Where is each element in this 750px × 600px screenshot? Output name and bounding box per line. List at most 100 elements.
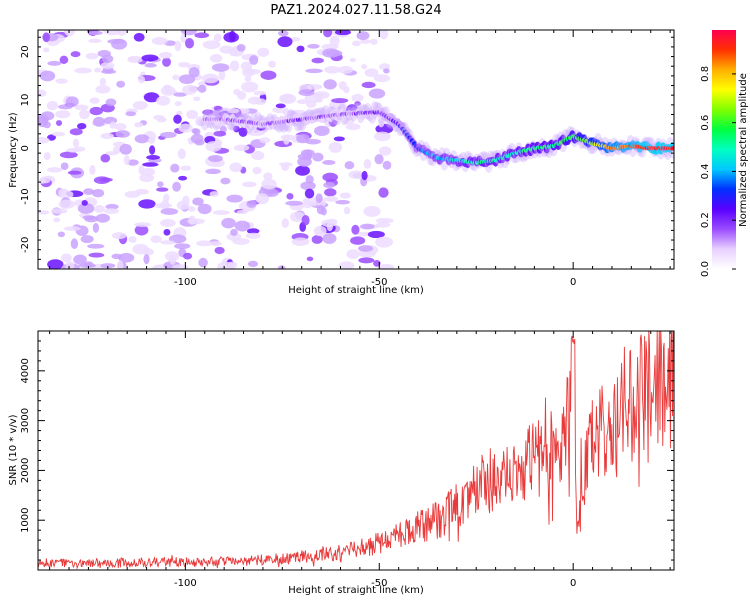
spectrogram-y-tick-label: -10 — [20, 188, 31, 204]
spectrogram-blob — [374, 154, 384, 165]
spectrogram-blob — [105, 203, 119, 210]
spectrogram-blob — [349, 57, 356, 63]
spectrogram-blob — [174, 101, 182, 107]
spectrogram-blob — [160, 240, 176, 245]
spectrogram-blob — [183, 252, 193, 260]
spectrogram-blob — [43, 47, 50, 53]
spectrogram-blob — [60, 253, 72, 263]
spectrogram-blob — [263, 172, 273, 181]
spectrogram-blob — [163, 193, 170, 203]
spectrogram-blob — [315, 193, 323, 204]
spectrogram-blob — [323, 79, 337, 90]
colorbar-tick-label: 0.4 — [700, 163, 711, 179]
spectrogram-blob — [247, 96, 262, 105]
spectrogram-blob — [296, 99, 309, 104]
spectrogram-blob — [313, 225, 327, 237]
spectrogram-blob — [382, 160, 392, 170]
spectrogram-blob — [242, 108, 250, 114]
spectrogram-blob — [143, 254, 150, 265]
spectrogram-y-tick-label: 10 — [20, 94, 31, 107]
spectrogram-blob — [221, 217, 236, 229]
spectrogram-blob — [89, 97, 100, 104]
spectrogram-blob — [232, 238, 250, 245]
spectrogram-blob — [285, 200, 304, 206]
spectrogram-blob — [373, 259, 381, 267]
spectrogram-blob — [251, 150, 265, 161]
spectrogram-blob — [357, 245, 374, 252]
spectrogram-blob — [360, 223, 375, 230]
spectrogram-blob — [379, 146, 392, 156]
spectrogram-blob — [300, 181, 316, 191]
spectrogram-blob — [313, 91, 330, 100]
snr-series-line — [38, 331, 674, 570]
spectrogram-blob — [150, 235, 162, 244]
spectrogram-blob — [92, 222, 100, 233]
spectrogram-blob — [70, 238, 79, 250]
spectrogram-blob — [105, 151, 119, 156]
spectrogram-blob — [277, 265, 286, 269]
spectrogram-blob — [279, 93, 294, 104]
spectrogram-blob — [205, 168, 221, 175]
spectrogram-blob — [312, 152, 324, 162]
snr-panel: -100 -50 0 1000 2000 3000 4000 Height of strai… — [8, 330, 675, 596]
spectrogram-blob — [87, 243, 105, 249]
spectrogram-blob — [116, 80, 126, 88]
spectrogram-blob — [283, 134, 290, 145]
spectrogram-blob — [95, 85, 111, 94]
spectrogram-blob — [298, 89, 315, 97]
spectrogram-blob — [149, 145, 156, 155]
spectrogram-blob — [47, 167, 63, 173]
spectrogram-xlabel: Height of straight line (km) — [288, 285, 424, 296]
spectrogram-blob — [132, 101, 148, 110]
spectrogram-blob — [278, 30, 289, 37]
spectrogram-blob — [100, 153, 111, 163]
spectrogram-blob — [65, 261, 75, 269]
spectrogram-y-tick-label: 0 — [20, 145, 31, 151]
snr-frame — [37, 330, 675, 571]
spectrogram-blob — [278, 162, 293, 167]
spectrogram-blob — [209, 191, 220, 197]
spectrogram-blob — [306, 84, 323, 90]
spectrogram-blob — [47, 60, 62, 66]
spectrogram-blob — [137, 75, 146, 84]
snr-y-tick-label: 2000 — [20, 458, 31, 483]
spectrogram-blob — [323, 182, 336, 189]
spectrogram-blob — [178, 61, 191, 68]
spectrogram-blob — [363, 159, 372, 170]
spectrogram-blob — [307, 43, 320, 49]
spectrogram-blob — [64, 30, 76, 37]
spectrogram-blob — [42, 32, 50, 43]
spectrogram-blob — [151, 37, 168, 46]
spectrogram-blob — [101, 54, 114, 64]
spectrogram-blob — [339, 192, 351, 199]
spectrogram-blob — [275, 103, 286, 109]
spectrogram-blob — [128, 236, 137, 243]
spectrogram-blob — [162, 57, 171, 67]
spectrogram-blob — [176, 110, 183, 116]
spectrogram-blob — [154, 202, 172, 209]
spectrogram-blob — [39, 70, 56, 82]
spectrogram-blob — [350, 236, 366, 245]
spectrogram-blob — [187, 205, 196, 212]
spectrogram-blob — [364, 68, 379, 77]
spectrogram-blob — [210, 241, 222, 247]
spectrogram-blob — [105, 98, 117, 107]
spectrogram-blob — [378, 187, 389, 198]
spectrogram-blob — [134, 224, 149, 236]
spectrogram-blob — [322, 233, 337, 244]
spectrogram-blob — [109, 121, 117, 129]
spectrogram-blob — [370, 38, 378, 45]
spectrogram-blob — [236, 43, 246, 52]
spectrogram-blob — [311, 234, 323, 244]
spectrogram-blob — [134, 122, 144, 128]
spectrogram-blob — [73, 254, 87, 265]
spectrogram-blob — [246, 200, 257, 208]
spectrogram-blob — [174, 40, 182, 52]
spectrogram-blob — [81, 200, 88, 206]
spectrogram-blob — [245, 232, 261, 239]
snr-y-tick-label: 1000 — [20, 507, 31, 532]
spectrogram-blob — [247, 260, 259, 268]
spectrogram-blob — [354, 101, 361, 106]
